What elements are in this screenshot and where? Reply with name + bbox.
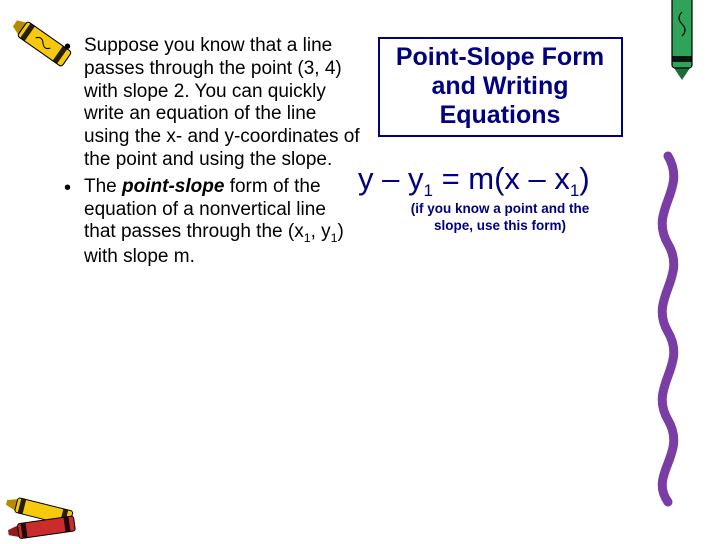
title-line: Equations	[390, 101, 611, 130]
crayon-bottom-left-icon	[0, 464, 96, 544]
title-line: Point-Slope Form	[390, 43, 611, 72]
right-column: Point-Slope Form and Writing Equations y…	[370, 35, 630, 273]
content-row: Suppose you know that a line passes thro…	[60, 35, 630, 273]
note-line: slope, use this form)	[380, 218, 620, 234]
bullet-item: Suppose you know that a line passes thro…	[60, 35, 360, 172]
slide: Suppose you know that a line passes thro…	[0, 0, 720, 540]
formula: y – y1 = m(x – x1)	[358, 161, 630, 201]
squiggle-right-icon	[644, 150, 692, 510]
title-box: Point-Slope Form and Writing Equations	[378, 37, 623, 137]
crayon-top-right-icon	[652, 0, 712, 82]
bullet-list: Suppose you know that a line passes thro…	[60, 35, 360, 269]
formula-note: (if you know a point and the slope, use …	[370, 201, 630, 233]
title-line: and Writing	[390, 72, 611, 101]
note-line: (if you know a point and the	[380, 201, 620, 217]
bullet-item: The point-slope form of the equation of …	[60, 176, 360, 269]
left-column: Suppose you know that a line passes thro…	[60, 35, 360, 273]
